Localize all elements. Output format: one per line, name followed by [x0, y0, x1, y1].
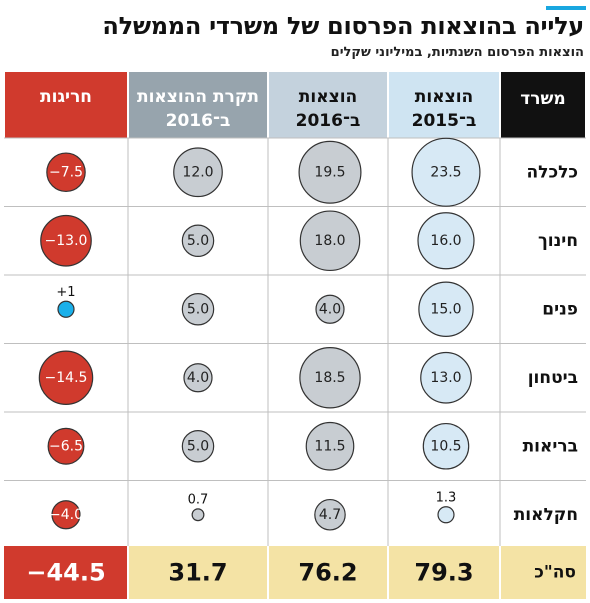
- bubble-overrun: [47, 427, 85, 465]
- ministry-label: בריאות: [523, 436, 578, 456]
- chart-title: עלייה בהוצאות הפרסום של משרדי הממשלה: [102, 12, 584, 40]
- ministry-label: כלכלה: [526, 162, 578, 182]
- bubble-label-budget_2016: 5.0: [187, 438, 209, 454]
- bubble-label-spend_2016: 4.7: [319, 507, 341, 523]
- bubble-spend_2016: [315, 294, 345, 324]
- header-cell-overrun: [5, 72, 127, 138]
- header-label-overrun: חריגות: [40, 87, 92, 107]
- bubble-label-spend_2016: 4.0: [319, 301, 341, 317]
- ministry-label: ביטחון: [528, 368, 578, 388]
- header-label-ministry: משרד: [520, 89, 565, 109]
- bubble-spend_2015: [420, 351, 472, 404]
- header-cell-spend_2015: [389, 72, 499, 138]
- bubble-overrun: [40, 214, 92, 267]
- bubble-label-overrun: −14.5: [45, 370, 88, 386]
- bubble-spend_2016: [299, 210, 361, 272]
- bubble-budget_2016: [181, 224, 215, 258]
- header-sublabel-budget_2016: ב־2016: [166, 111, 231, 131]
- bubble-label-budget_2016: 4.0: [187, 370, 209, 386]
- bubble-label-spend_2016: 11.5: [314, 438, 345, 454]
- bubble-budget_2016: [181, 429, 215, 463]
- header-label-spend_2016: הוצאות: [299, 87, 357, 107]
- bubble-spend_2016: [298, 140, 362, 204]
- bubble-label-overrun: +1: [56, 285, 75, 300]
- bubble-spend_2016: [305, 421, 355, 471]
- bubble-label-spend_2016: 18.0: [314, 233, 345, 249]
- bubble-spend_2015: [411, 137, 481, 207]
- bubble-budget_2016: [173, 147, 223, 198]
- bubble-label-spend_2015: 16.0: [430, 233, 461, 249]
- header-cell-ministry: [501, 72, 585, 138]
- accent-bar: [546, 6, 586, 10]
- header-label-budget_2016: תקרת ההוצאות: [137, 87, 259, 107]
- bubble-label-budget_2016: 12.0: [182, 164, 213, 180]
- bubble-label-spend_2015: 10.5: [430, 438, 461, 454]
- header-cell-spend_2016: [269, 72, 387, 138]
- total-2015: 79.3: [414, 559, 473, 587]
- bubble-label-overrun: −13.0: [45, 233, 88, 249]
- header-cell-budget_2016: [129, 72, 267, 138]
- bubble-spend_2016: [299, 347, 361, 409]
- bubble-spend_2015: [422, 422, 470, 470]
- total-2016: 76.2: [298, 559, 357, 587]
- bubble-budget_2016: [181, 292, 215, 326]
- bubble-spend_2015: [437, 506, 455, 524]
- bubble-spend_2015: [417, 212, 475, 270]
- bubble-budget_2016: [191, 508, 205, 522]
- bubble-label-overrun: −6.5: [49, 438, 83, 454]
- bubble-label-spend_2015: 23.5: [430, 164, 461, 180]
- bubble-overrun: [38, 350, 94, 406]
- bubble-overrun: [46, 152, 86, 193]
- bubble-spend_2015: [418, 281, 474, 337]
- bubble-label-overrun: −7.5: [49, 164, 83, 180]
- bubble-label-spend_2015: 15.0: [430, 301, 461, 317]
- bubble-label-budget_2016: 5.0: [187, 233, 209, 249]
- bubble-overrun: [57, 300, 75, 318]
- bubble-label-budget_2016: 5.0: [187, 301, 209, 317]
- ministry-label: חינוך: [538, 231, 578, 251]
- header-sublabel-spend_2016: ב־2016: [296, 111, 361, 131]
- chart-subtitle: הוצאות הפרסום השנתיות, במיליוני שקלים: [330, 45, 584, 60]
- header-sublabel-spend_2015: ב־2015: [412, 111, 477, 131]
- total-overrun: −44.5: [26, 559, 105, 587]
- bubble-label-spend_2016: 19.5: [314, 164, 345, 180]
- bubble-spend_2016: [314, 498, 346, 531]
- totals-overrun-bg: [4, 546, 128, 599]
- bubble-label-spend_2015: 13.0: [430, 370, 461, 386]
- ministry-label: פנים: [542, 299, 578, 319]
- ministry-label: חקלאות: [514, 505, 578, 525]
- totals-label: סה"כ: [534, 563, 576, 583]
- bubble-overrun: [51, 500, 81, 530]
- bubble-budget_2016: [183, 363, 213, 393]
- bubble-label-spend_2016: 18.5: [314, 370, 345, 386]
- total-budget: 31.7: [168, 559, 227, 587]
- bubble-label-budget_2016: 0.7: [188, 492, 209, 507]
- bubble-label-spend_2015: 1.3: [436, 490, 457, 505]
- header-label-spend_2015: הוצאות: [415, 87, 473, 107]
- bubble-label-overrun: −4.0: [49, 507, 83, 523]
